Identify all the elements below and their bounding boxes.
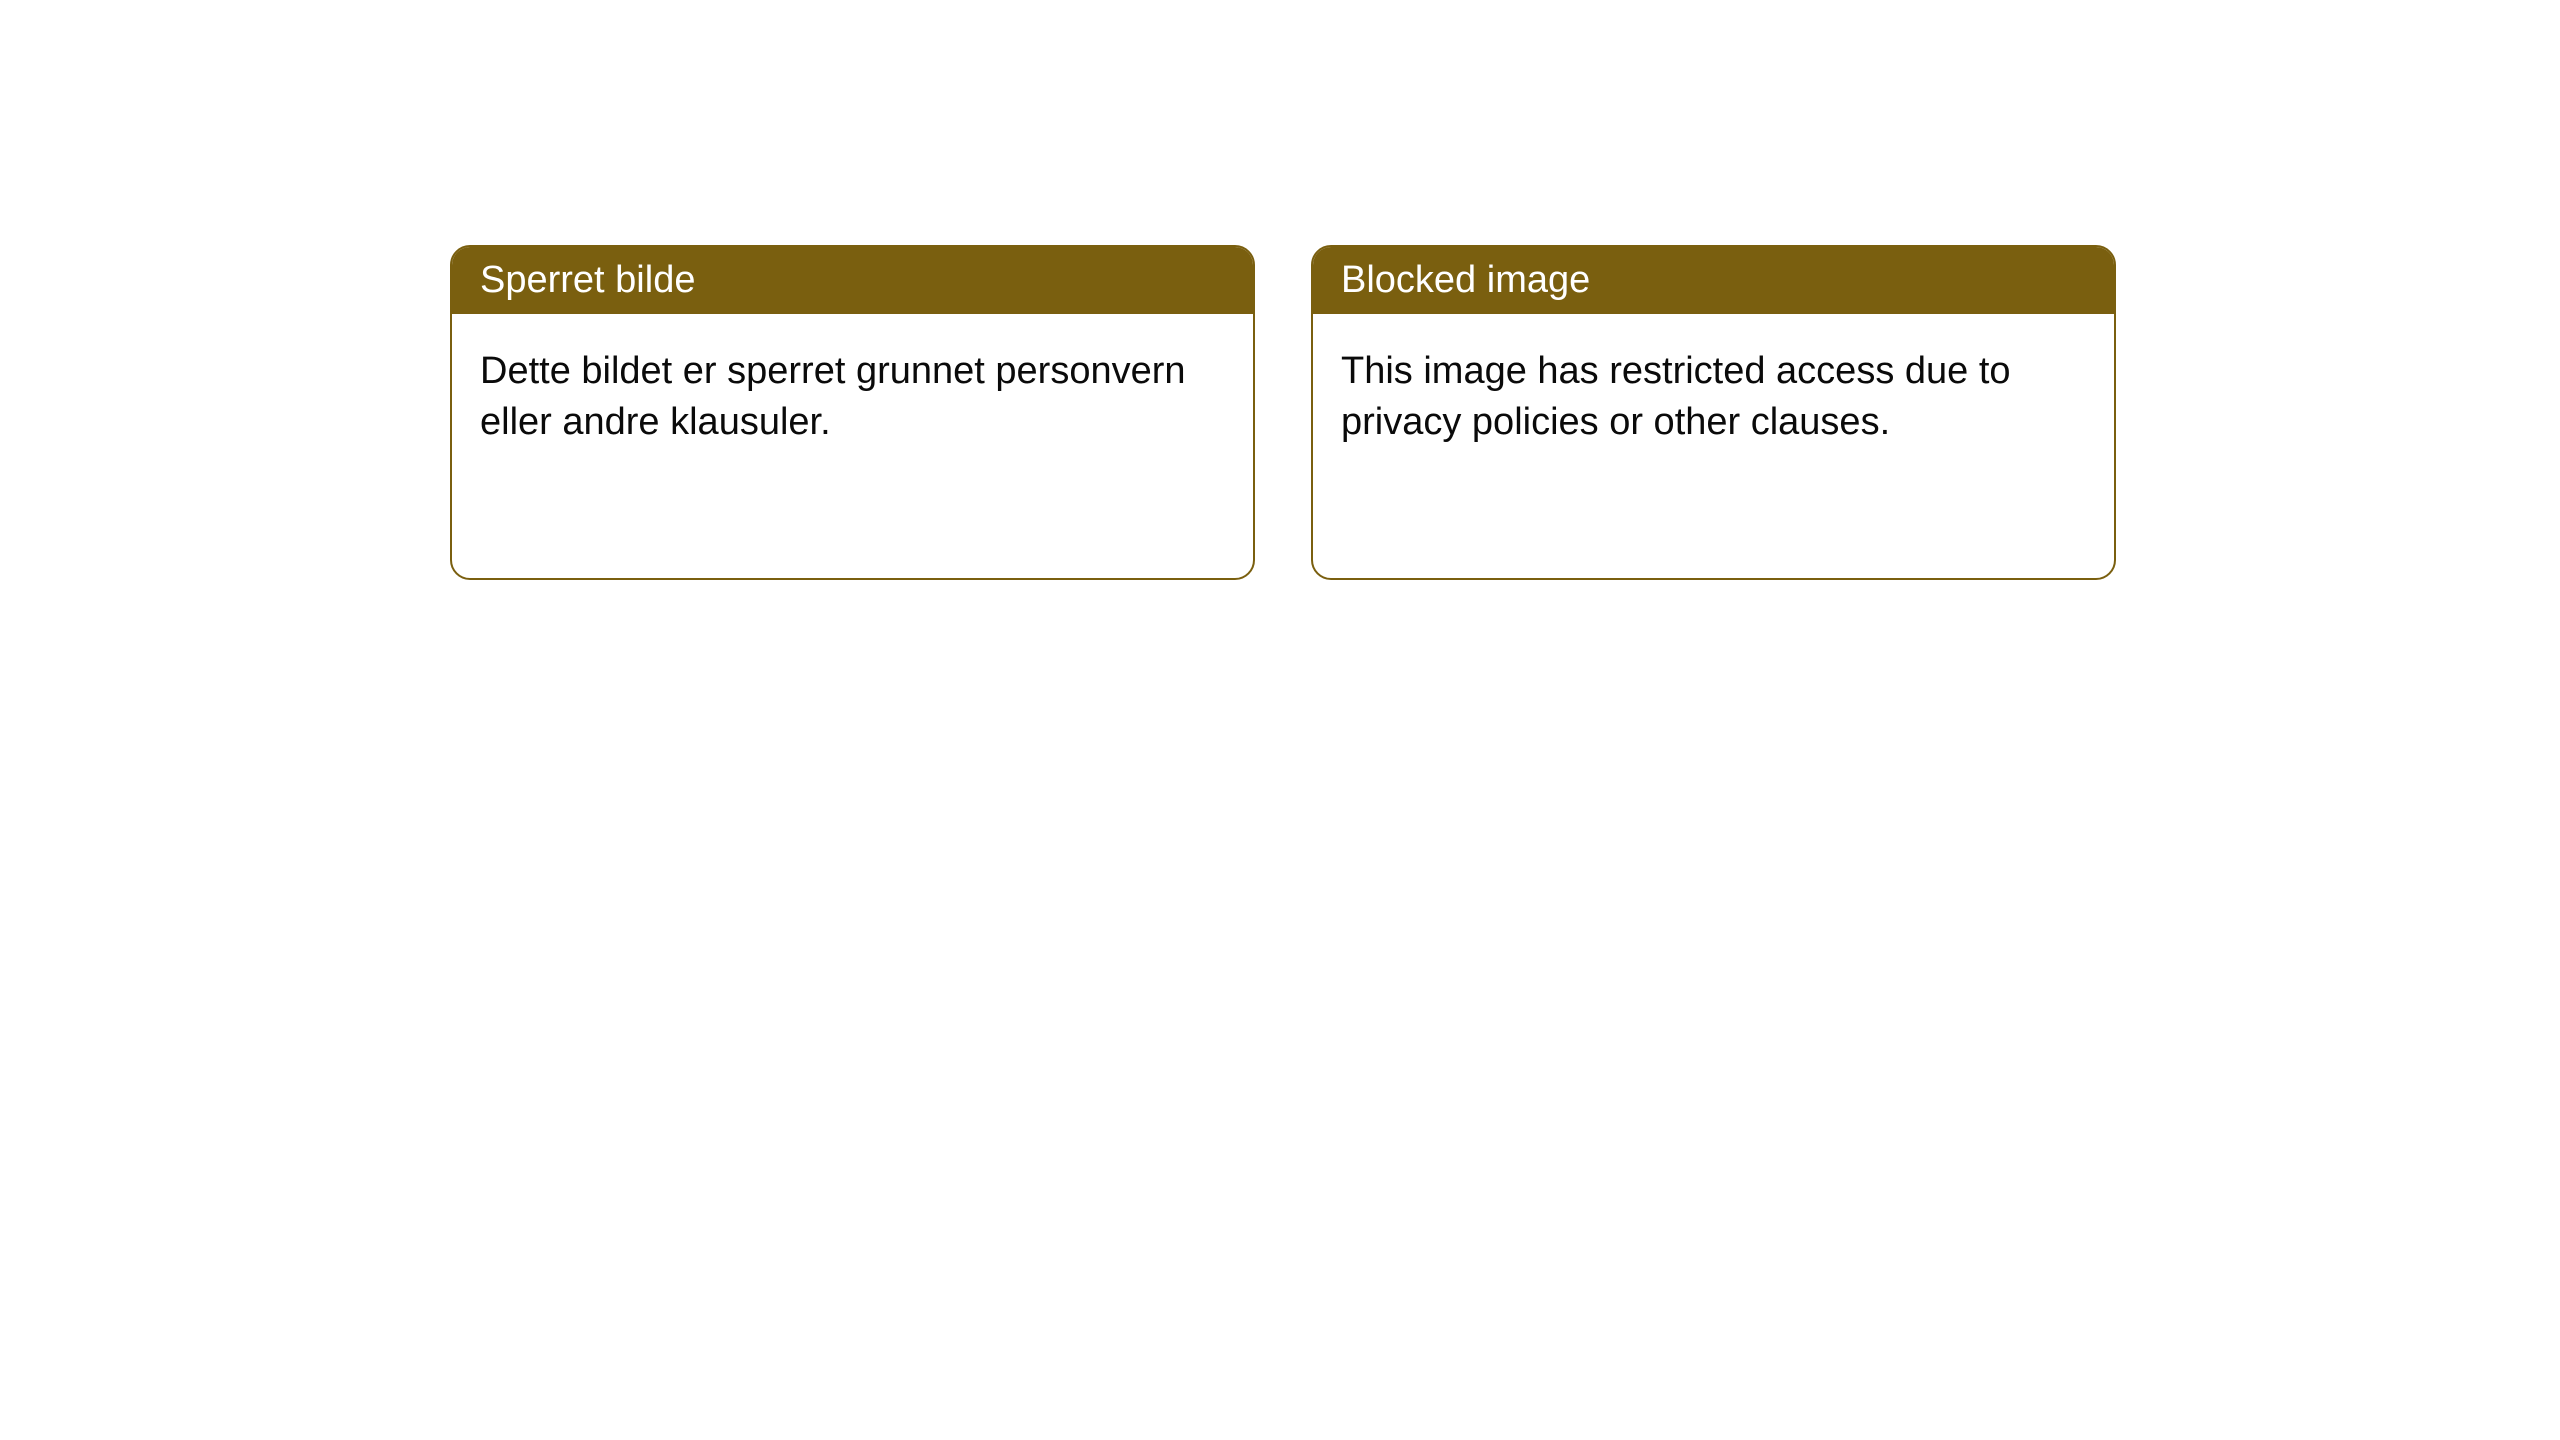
card-header: Sperret bilde (452, 247, 1253, 314)
card-title: Blocked image (1341, 259, 1590, 301)
notice-card-english: Blocked image This image has restricted … (1311, 245, 2116, 580)
card-body-text: This image has restricted access due to … (1341, 350, 2011, 443)
notice-card-norwegian: Sperret bilde Dette bildet er sperret gr… (450, 245, 1255, 580)
notice-container: Sperret bilde Dette bildet er sperret gr… (0, 0, 2560, 580)
card-body-text: Dette bildet er sperret grunnet personve… (480, 350, 1186, 443)
card-title: Sperret bilde (480, 259, 695, 301)
card-body: Dette bildet er sperret grunnet personve… (452, 314, 1253, 481)
card-header: Blocked image (1313, 247, 2114, 314)
card-body: This image has restricted access due to … (1313, 314, 2114, 481)
